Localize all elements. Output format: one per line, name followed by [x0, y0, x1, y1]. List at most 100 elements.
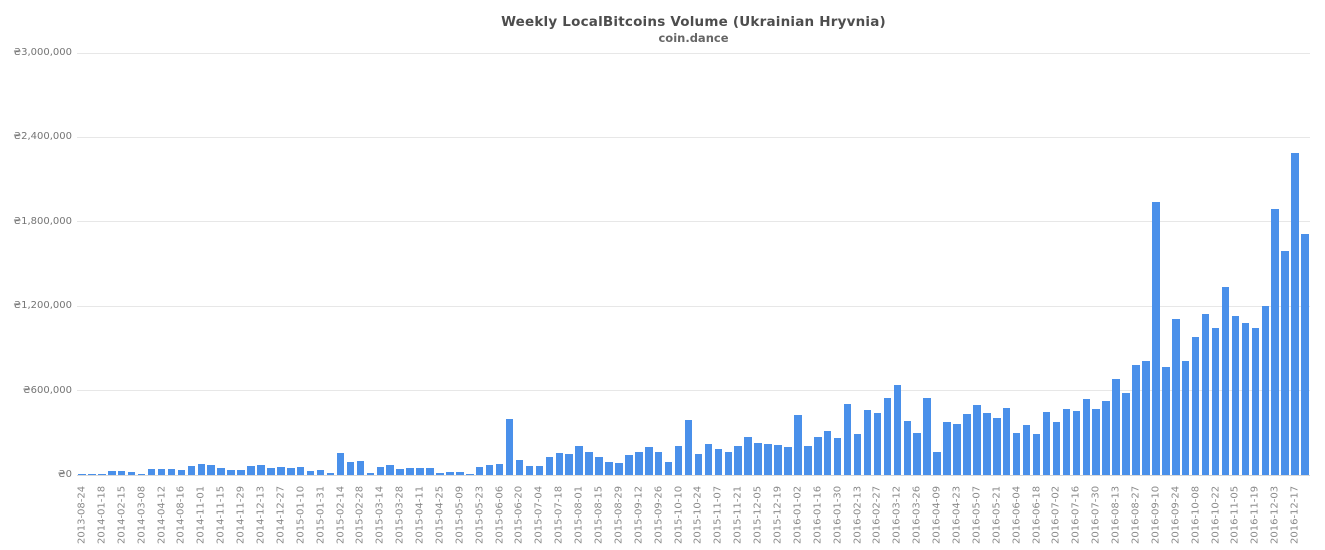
volume-bar[interactable]	[1002, 408, 1011, 475]
volume-bar[interactable]	[963, 413, 971, 475]
volume-bar[interactable]	[943, 421, 951, 475]
volume-bar[interactable]	[446, 471, 454, 475]
volume-bar[interactable]	[386, 465, 394, 475]
volume-bar[interactable]	[485, 464, 494, 475]
volume-bar[interactable]	[863, 409, 872, 475]
volume-bar[interactable]	[1181, 360, 1190, 475]
volume-bar[interactable]	[1152, 202, 1160, 475]
volume-bar[interactable]	[903, 420, 912, 475]
volume-bar[interactable]	[933, 451, 941, 475]
volume-bar[interactable]	[993, 417, 1001, 475]
volume-bar[interactable]	[1062, 408, 1071, 475]
volume-bar[interactable]	[1231, 315, 1240, 475]
volume-bar[interactable]	[684, 420, 693, 475]
volume-bar[interactable]	[1162, 367, 1170, 475]
volume-bar[interactable]	[1042, 412, 1051, 475]
volume-bar[interactable]	[794, 414, 802, 475]
volume-bar[interactable]	[515, 460, 524, 475]
volume-bar[interactable]	[187, 466, 196, 475]
volume-bar[interactable]	[376, 467, 385, 475]
volume-bar[interactable]	[177, 470, 186, 475]
volume-bar[interactable]	[724, 451, 733, 475]
volume-bar[interactable]	[1102, 400, 1110, 475]
volume-bar[interactable]	[366, 473, 375, 475]
volume-bar[interactable]	[167, 468, 176, 475]
volume-bar[interactable]	[694, 454, 703, 475]
volume-bar[interactable]	[754, 442, 762, 475]
volume-bar[interactable]	[1092, 409, 1100, 475]
volume-bar[interactable]	[645, 447, 653, 475]
volume-bar[interactable]	[1201, 313, 1210, 475]
volume-bar[interactable]	[157, 469, 166, 475]
volume-bar[interactable]	[346, 461, 355, 475]
volume-bar[interactable]	[1142, 360, 1150, 475]
volume-bar[interactable]	[396, 469, 404, 475]
volume-bar[interactable]	[475, 466, 484, 475]
volume-bar[interactable]	[1122, 393, 1130, 475]
volume-bar[interactable]	[505, 418, 514, 475]
volume-bar[interactable]	[137, 474, 146, 475]
volume-bar[interactable]	[207, 465, 215, 475]
volume-bar[interactable]	[973, 404, 981, 475]
volume-bar[interactable]	[1191, 337, 1200, 475]
volume-bar[interactable]	[714, 448, 723, 475]
volume-bar[interactable]	[555, 453, 563, 475]
volume-bar[interactable]	[147, 469, 156, 475]
volume-bar[interactable]	[744, 436, 752, 475]
volume-bar[interactable]	[545, 457, 554, 475]
volume-bar[interactable]	[605, 461, 613, 475]
volume-bar[interactable]	[356, 460, 365, 475]
volume-bar[interactable]	[913, 432, 921, 475]
volume-bar[interactable]	[525, 465, 534, 475]
volume-bar[interactable]	[1112, 378, 1120, 475]
volume-bar[interactable]	[406, 468, 414, 475]
volume-bar[interactable]	[296, 466, 305, 475]
volume-bar[interactable]	[953, 423, 961, 475]
volume-bar[interactable]	[456, 472, 464, 475]
volume-bar[interactable]	[257, 465, 265, 475]
volume-bar[interactable]	[1291, 153, 1299, 475]
volume-bar[interactable]	[1032, 433, 1041, 475]
volume-bar[interactable]	[983, 412, 991, 475]
volume-bar[interactable]	[873, 412, 882, 475]
volume-bar[interactable]	[654, 452, 663, 475]
volume-bar[interactable]	[197, 464, 206, 475]
volume-bar[interactable]	[535, 466, 544, 475]
volume-bar[interactable]	[1082, 398, 1091, 475]
volume-bar[interactable]	[1172, 319, 1180, 475]
volume-bar[interactable]	[734, 446, 742, 475]
volume-bar[interactable]	[635, 452, 643, 475]
volume-bar[interactable]	[1271, 208, 1279, 475]
volume-bar[interactable]	[426, 467, 434, 475]
volume-bar[interactable]	[625, 455, 633, 475]
volume-bar[interactable]	[1072, 411, 1081, 475]
volume-bar[interactable]	[227, 470, 235, 475]
volume-bar[interactable]	[1211, 328, 1220, 475]
volume-bar[interactable]	[1022, 425, 1031, 475]
volume-bar[interactable]	[1012, 432, 1021, 475]
volume-bar[interactable]	[1132, 364, 1140, 475]
volume-bar[interactable]	[495, 464, 504, 475]
volume-bar[interactable]	[664, 461, 673, 475]
volume-bar[interactable]	[784, 447, 792, 475]
volume-bar[interactable]	[287, 468, 295, 475]
volume-bar[interactable]	[117, 471, 126, 475]
volume-bar[interactable]	[923, 397, 931, 475]
volume-bar[interactable]	[804, 446, 812, 475]
volume-bar[interactable]	[306, 471, 315, 475]
volume-bar[interactable]	[1261, 305, 1269, 475]
volume-bar[interactable]	[98, 474, 106, 475]
volume-bar[interactable]	[833, 438, 842, 475]
volume-bar[interactable]	[585, 451, 593, 475]
volume-bar[interactable]	[1052, 422, 1061, 475]
volume-bar[interactable]	[883, 398, 892, 475]
volume-bar[interactable]	[893, 385, 902, 475]
volume-bar[interactable]	[565, 453, 573, 475]
volume-bar[interactable]	[704, 444, 713, 475]
volume-bar[interactable]	[416, 468, 424, 475]
volume-bar[interactable]	[316, 470, 325, 475]
volume-bar[interactable]	[843, 403, 852, 475]
volume-bar[interactable]	[615, 463, 623, 475]
volume-bar[interactable]	[326, 473, 335, 475]
volume-bar[interactable]	[1251, 328, 1260, 475]
